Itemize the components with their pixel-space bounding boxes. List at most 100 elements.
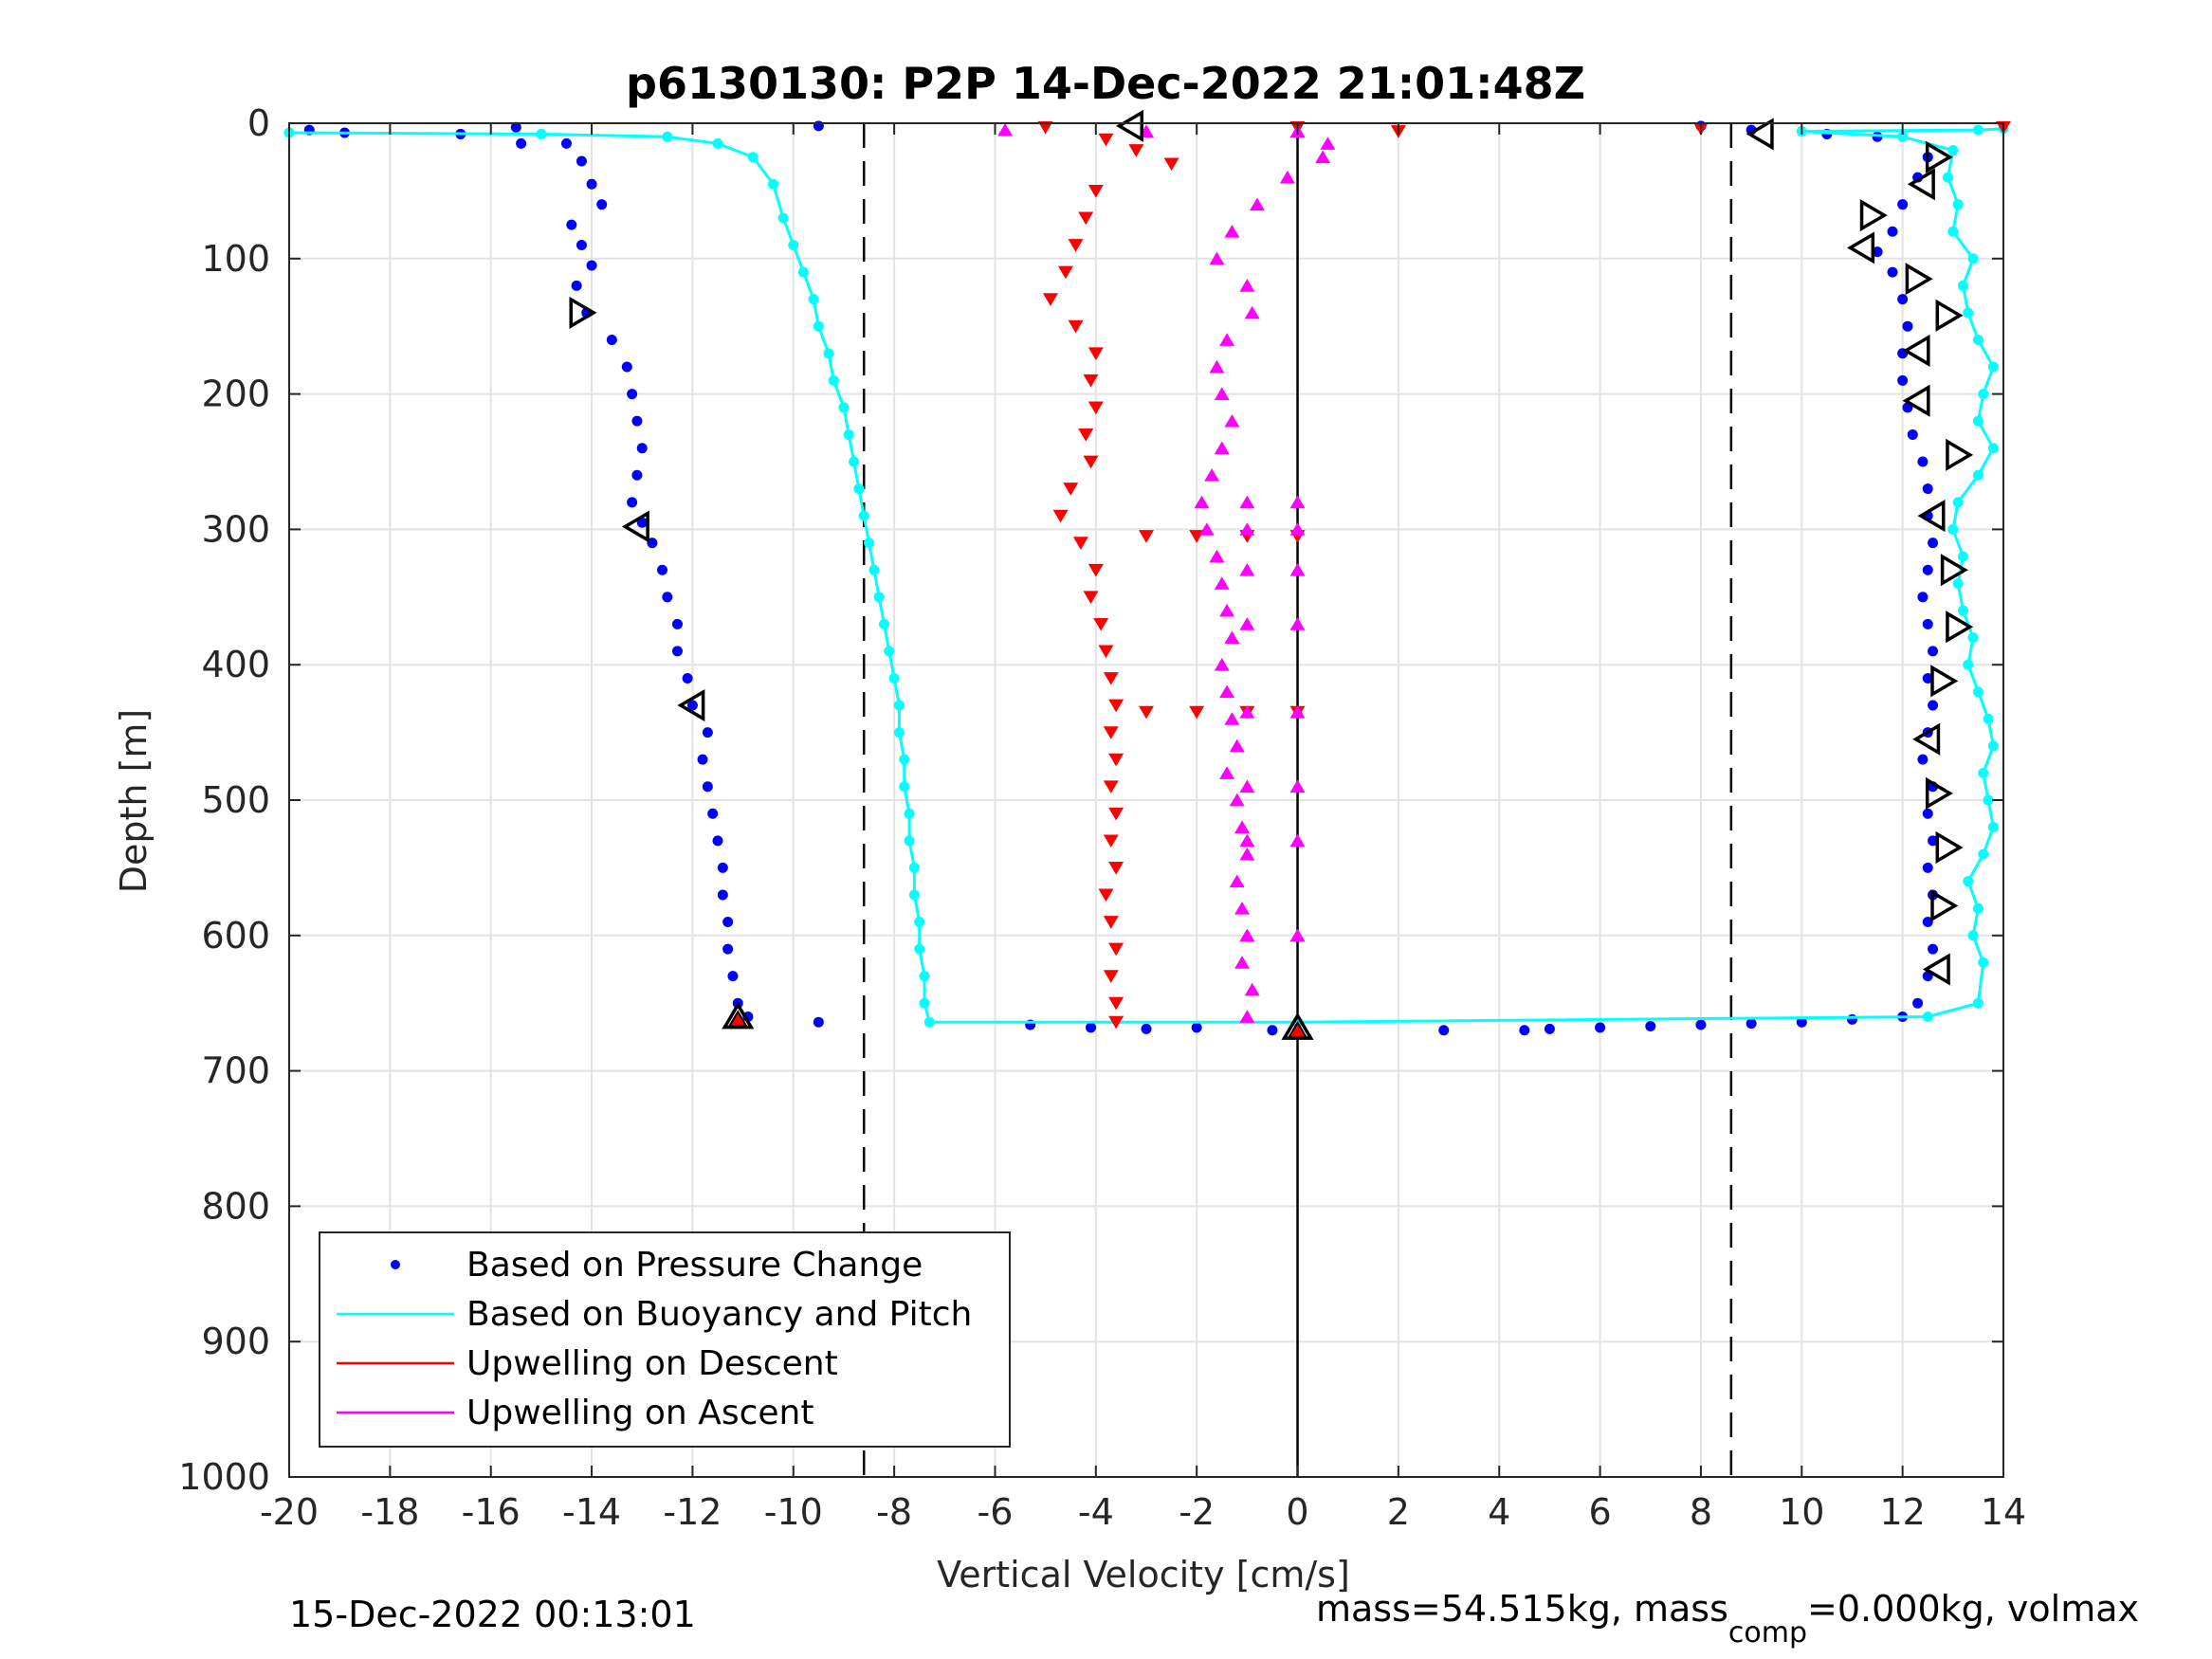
ascent-point (1209, 549, 1225, 563)
ascent-point (1320, 137, 1336, 150)
event-marker (1946, 611, 1974, 644)
ascent-point (997, 122, 1014, 137)
buoyancy-point (1972, 902, 1983, 914)
series-3 (997, 122, 1336, 1023)
pressure-point (631, 415, 643, 427)
bottom-marker (1287, 1020, 1308, 1038)
pressure-point (516, 137, 527, 149)
buoyancy-point (1947, 145, 1959, 156)
pressure-point (671, 646, 683, 657)
buoyancy-point (662, 131, 673, 142)
pressure-point (722, 917, 734, 928)
pressure-point (1595, 1022, 1606, 1033)
pressure-point (717, 889, 728, 901)
buoyancy-point (873, 592, 885, 603)
buoyancy-point (536, 128, 547, 139)
ascent-point (1219, 766, 1235, 779)
descent-point (1189, 705, 1205, 720)
descent-point (1063, 483, 1079, 496)
pressure-point (596, 199, 608, 210)
buoyancy-point (813, 320, 824, 332)
x-tick-label: -4 (1078, 1491, 1114, 1533)
buoyancy-point (919, 997, 930, 1009)
descent-point (1098, 133, 1114, 147)
buoyancy-point (893, 700, 905, 711)
footer-mass-info: mass=54.515kg, masscomp=0.000kg, volmax (1316, 1588, 2139, 1650)
axes-box (288, 122, 2004, 1478)
buoyancy-point (1957, 605, 1968, 616)
buoyancy-point (1972, 124, 1983, 136)
plot-area (283, 109, 2011, 1040)
ascent-point (1214, 441, 1230, 455)
buoyancy-point (904, 808, 915, 819)
pressure-point (1645, 1020, 1656, 1031)
ascent-point (1214, 658, 1230, 671)
buoyancy-point (1952, 497, 1964, 508)
ascent-point (1229, 874, 1245, 888)
pressure-point (571, 280, 582, 291)
event-marker (1859, 199, 1888, 232)
event-marker (1902, 334, 1930, 367)
ascent-point (1229, 793, 1245, 807)
x-tick-label: 2 (1387, 1491, 1410, 1533)
pressure-point (1917, 456, 1929, 467)
pressure-point (686, 700, 698, 711)
pressure-point (1796, 1016, 1807, 1028)
pressure-point (727, 971, 739, 982)
pressure-point (1519, 1025, 1530, 1036)
event-marker (1912, 722, 1941, 756)
event-marker (1847, 231, 1875, 264)
buoyancy-point (1972, 686, 1983, 698)
footer-mass-b: =0.000kg, volmax (1807, 1588, 2139, 1630)
event-marker (677, 688, 705, 722)
event-marker (1940, 554, 1968, 587)
buoyancy-point (923, 1016, 935, 1028)
series-4 (569, 109, 1974, 1040)
event-marker (1281, 1012, 1314, 1040)
y-tick-label: 500 (201, 779, 270, 821)
descent-point (1088, 185, 1104, 198)
buoyancy-point (868, 564, 880, 575)
buoyancy-point (1967, 632, 1979, 644)
ascent-point (1224, 413, 1240, 428)
pressure-point (712, 835, 723, 847)
ascent-point (1239, 279, 1255, 292)
x-tick-label: 10 (1779, 1491, 1824, 1533)
buoyancy-point (1952, 199, 1964, 210)
x-tick-label: 12 (1879, 1491, 1925, 1533)
x-tick-label: -10 (764, 1491, 823, 1533)
buoyancy-point (747, 152, 759, 163)
buoyancy-point (1967, 253, 1979, 264)
buoyancy-point (1978, 389, 1989, 400)
pressure-point (636, 443, 648, 454)
y-tick-label: 600 (201, 915, 270, 957)
pressure-point (702, 727, 713, 738)
descent-point (1108, 699, 1124, 713)
ascent-point (1239, 563, 1255, 576)
buoyancy-point (843, 428, 854, 440)
buoyancy-point (919, 971, 930, 982)
buoyancy-point (899, 754, 910, 765)
ascent-point (1239, 847, 1255, 861)
series-2 (1037, 120, 2011, 1030)
buoyancy-point (899, 781, 910, 793)
descent-point (1083, 455, 1099, 469)
pressure-point (671, 618, 683, 629)
ascent-point (1289, 928, 1306, 942)
x-tick-label: 0 (1286, 1491, 1308, 1533)
buoyancy-point (838, 402, 850, 413)
ascent-point (1214, 576, 1230, 590)
ascent-point (1229, 738, 1245, 753)
tick-labels: -20 -18 -16 -14 -12 -10 -8 -6 -4 -2 0 2 4 6 8 10 12 14010… (178, 102, 2026, 1533)
ascent-point (1239, 833, 1255, 848)
x-tick-label: 4 (1488, 1491, 1510, 1533)
x-axis-label: Vertical Velocity [cm/s] (937, 1554, 1350, 1595)
pressure-point (647, 538, 658, 549)
descent-point (1139, 530, 1154, 543)
legend-label: Upwelling on Ascent (466, 1394, 814, 1432)
buoyancy-point (1943, 172, 1954, 183)
legend-label: Based on Pressure Change (466, 1246, 923, 1285)
descent-point (1103, 672, 1119, 685)
pressure-point (717, 862, 728, 873)
buoyancy-point (908, 862, 920, 873)
